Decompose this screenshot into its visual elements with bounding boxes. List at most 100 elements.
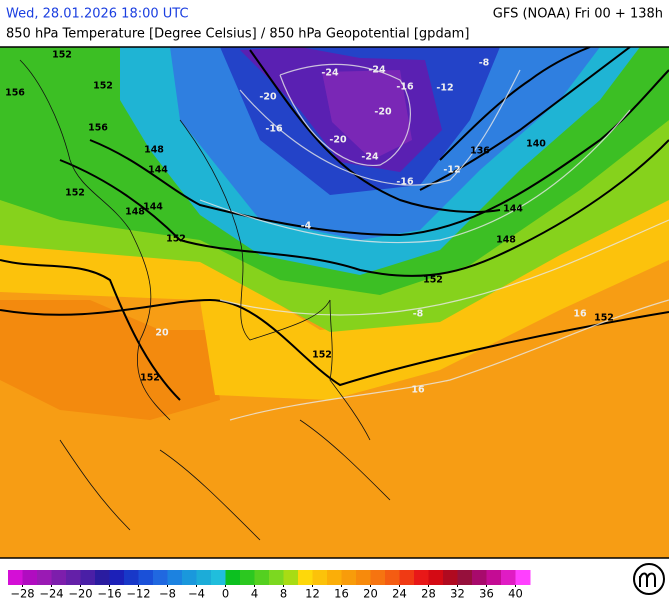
colorbar-swatch [269,570,284,585]
contour-label: 16 [573,309,587,320]
colorbar-swatch [428,570,444,585]
geopotential-contours [0,47,669,401]
colorbar-tick-label: 36 [479,587,494,600]
logo [633,563,665,595]
colorbar-tick-label: 28 [421,587,436,600]
colorbar-swatch [254,570,270,585]
contour-label: 152 [594,313,614,324]
colorbar-swatch [167,570,183,585]
contour-label: 16 [411,385,425,396]
colorbar-swatch [80,570,96,585]
contour-label: 148 [496,235,516,246]
contour-label: -24 [361,152,379,163]
colorbar-swatch [196,570,212,585]
contour-label: -24 [368,65,386,76]
colorbar-swatch [95,570,110,585]
contour-label: 152 [140,373,160,384]
contour-label: -12 [443,165,460,176]
contour-label: -8 [479,58,490,69]
temperature-contours [199,63,669,421]
colorbar-swatch [51,570,67,585]
colorbar-swatch [37,570,52,585]
colorbar-tick-label: −16 [97,587,121,600]
contour-label: 136 [470,146,490,157]
colorbar-tick-label: 24 [392,587,407,600]
colorbar-swatch [356,570,371,585]
contour-label: 152 [166,234,186,245]
colorbar-swatch [211,570,226,585]
colorbar-tick-label: 8 [280,587,287,600]
colorbar-swatch [515,570,531,585]
model-run: GFS (NOAA) Fri 00 + 138h [493,7,663,22]
colorbar-tick-label: 32 [450,587,465,600]
contour-label: 144 [503,204,523,215]
colorbar-tick-label: 0 [222,587,229,600]
colorbar-swatch [22,570,38,585]
contour-label: -16 [396,82,414,93]
contour-label: 144 [148,165,168,176]
contour-label: 20 [155,328,169,339]
colorbar-swatch [472,570,487,585]
colorbar-swatch [124,570,139,585]
colorbar-swatch [414,570,429,585]
colorbar-swatch [182,570,197,585]
contour-label: -24 [321,68,339,79]
contour-label: 152 [52,50,72,61]
contour-label: 152 [65,188,85,199]
contour-label: 152 [423,275,443,286]
contour-label: 148 [144,145,164,156]
colorbar-tick-label: −20 [68,587,92,600]
colorbar-swatch [8,570,23,585]
contour-label: 152 [312,350,332,361]
coastlines [19,59,391,541]
contour-label: -16 [265,124,283,135]
colorbar-swatch [399,570,415,585]
contour-label: 152 [93,81,113,92]
field-yellow [0,180,669,400]
colorbar-swatch [240,570,255,585]
colorbar: −28 −24 −20 −16 −12 −8 −4 0 4 8 12 16 20 24 28 32 36 40 [8,570,531,600]
contour-label: -20 [374,107,392,118]
colorbar-tick-label: −28 [10,587,34,600]
colorbar-tick-label: −4 [188,587,205,600]
contour-label: 140 [526,139,546,150]
colorbar-tick-label: 40 [508,587,523,600]
colorbar-swatch [283,570,299,585]
contour-label: -12 [436,83,453,94]
field-dark-orange [0,300,220,420]
colorbar-swatch [443,570,458,585]
colorbar-tick-label: 16 [334,587,349,600]
colorbar-swatch [312,570,328,585]
contour-label: 156 [5,88,25,99]
contour-label: -16 [396,177,414,188]
subtitle: 850 hPa Temperature [Degree Celsius] / 8… [6,27,469,42]
colorbar-tick-label: 20 [363,587,378,600]
colorbar-swatch [298,570,313,585]
colorbar-swatch [109,570,125,585]
colorbar-swatch [153,570,168,585]
contour-label: 148 [125,207,145,218]
colorbar-swatch [341,570,357,585]
contour-label: 144 [143,202,163,213]
colorbar-swatch [457,570,473,585]
colorbar-swatch [385,570,400,585]
colorbar-tick-label: 12 [305,587,320,600]
map: 1521521561561481441521481441521361401441… [0,46,669,559]
contour-label: -20 [329,135,347,146]
colorbar-tick-label: 4 [251,587,258,600]
contour-label: -8 [413,309,424,320]
contour-labels: 1521521561561481441521481441521361401441… [5,50,614,396]
colorbar-swatch [486,570,502,585]
colorbar-swatch [225,570,241,585]
contour-label: -20 [259,92,277,103]
colorbar-swatch [501,570,516,585]
colorbar-tick-label: −8 [159,587,176,600]
contour-label: -4 [301,221,312,232]
valid-time: Wed, 28.01.2026 18:00 UTC [6,7,189,22]
colorbar-swatch [370,570,386,585]
field-violet [322,70,412,160]
colorbar-swatch [327,570,342,585]
colorbar-tick-label: −24 [39,587,63,600]
colorbar-swatch [138,570,154,585]
